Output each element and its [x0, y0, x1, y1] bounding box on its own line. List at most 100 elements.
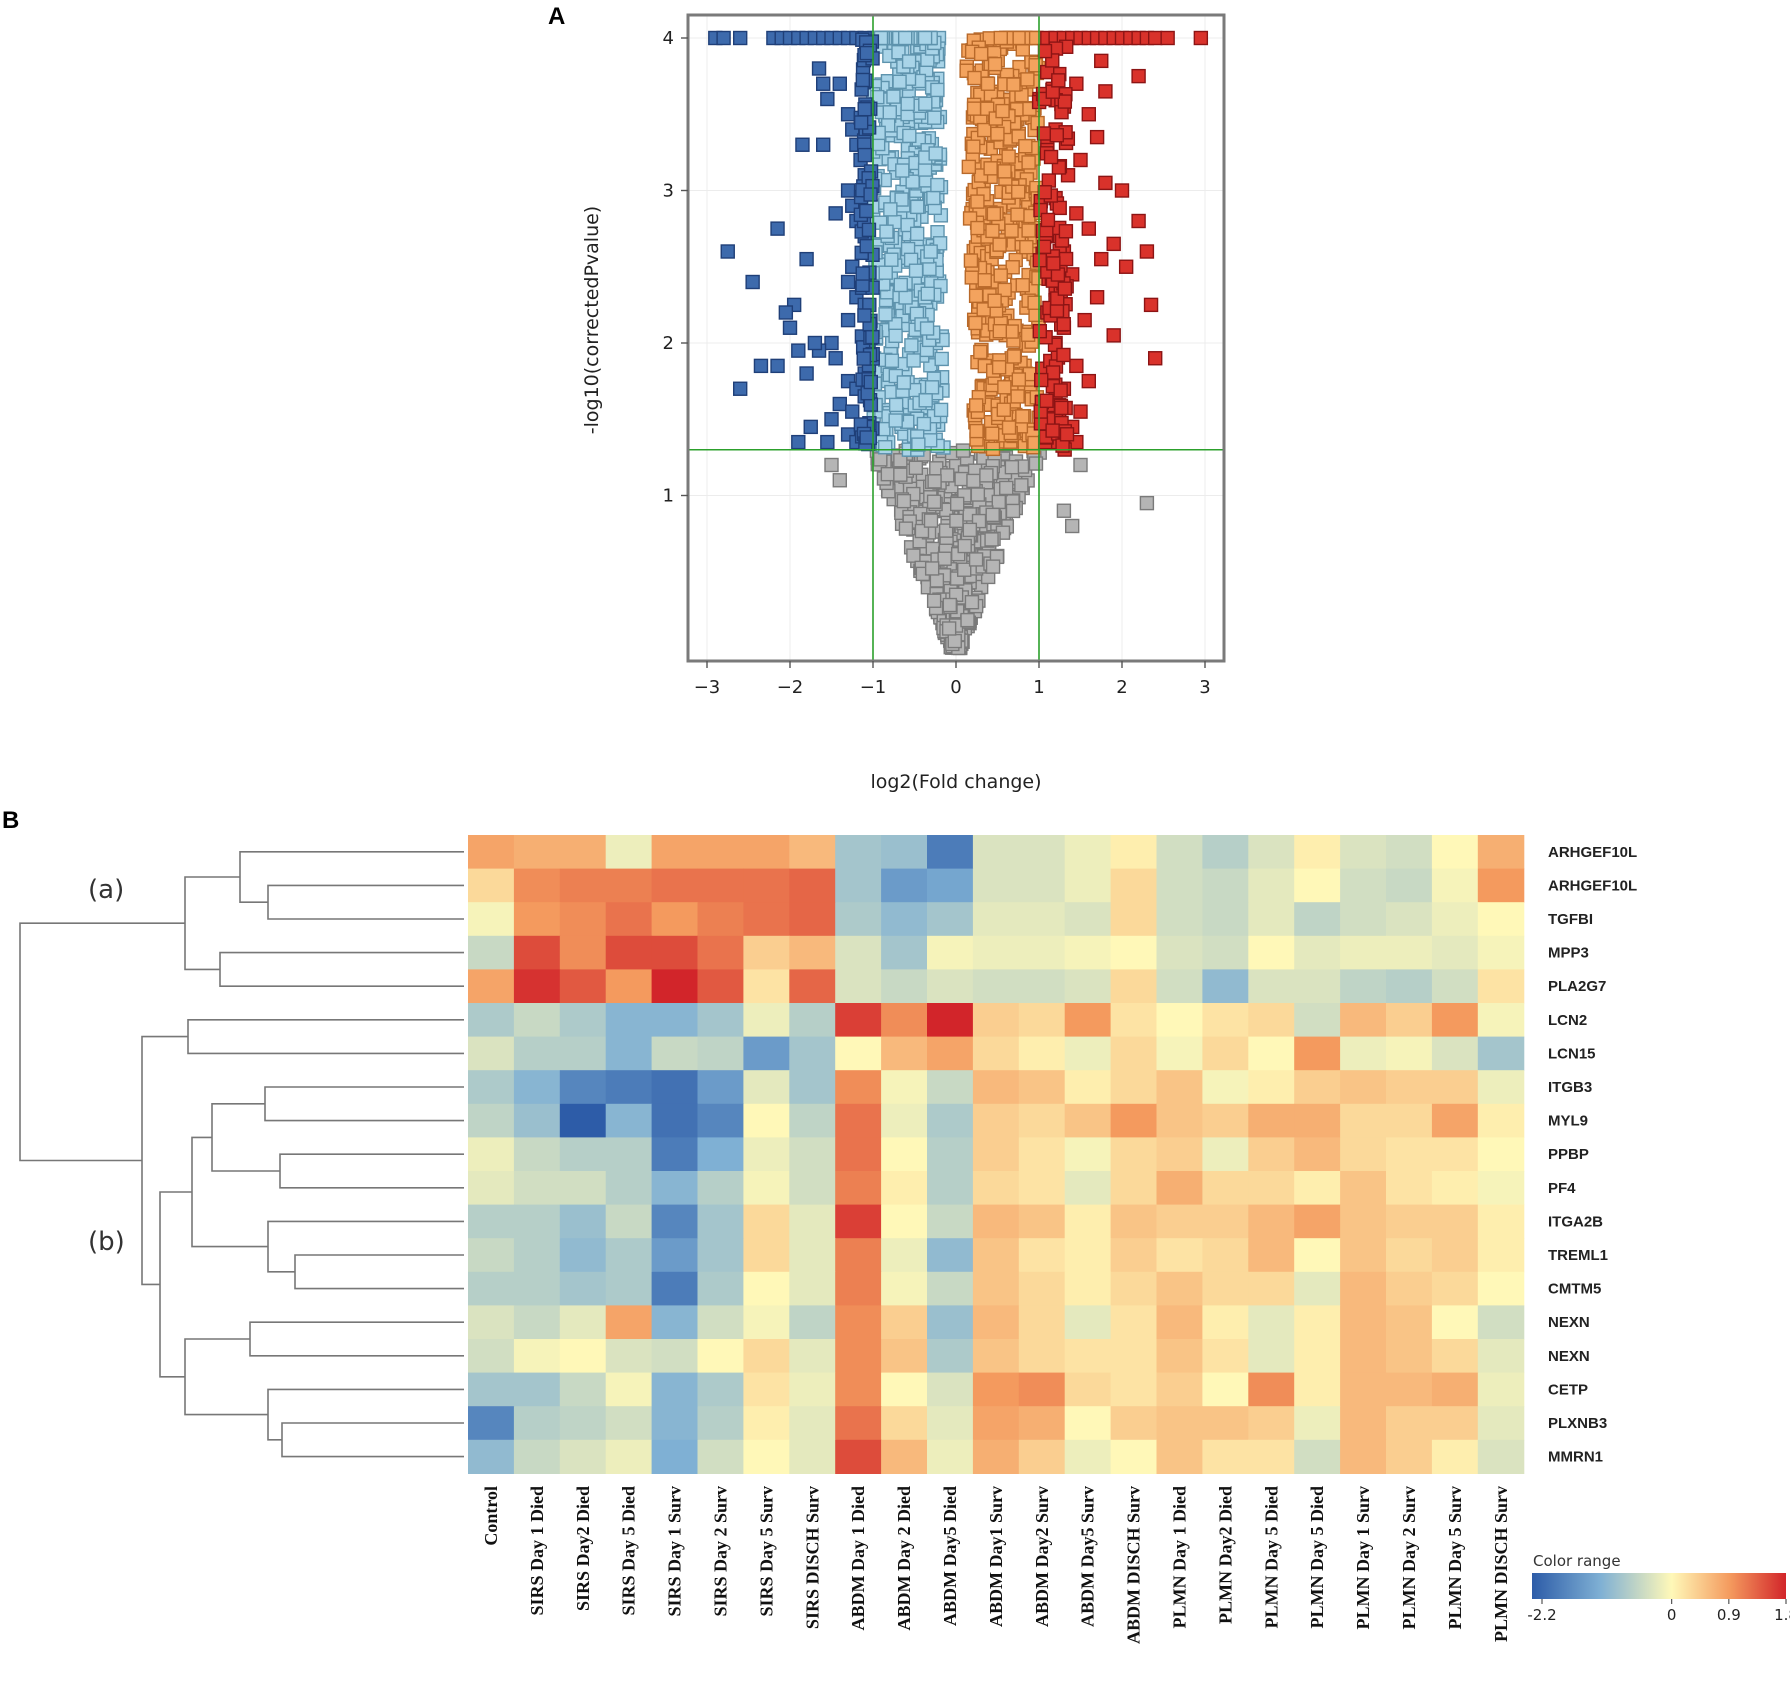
- row-label: CETP: [1548, 1381, 1588, 1398]
- heatmap-cell: [1248, 1036, 1295, 1071]
- heatmap-cell: [1202, 1070, 1249, 1105]
- point-down-significant: [857, 308, 872, 323]
- heatmap-cell: [697, 1305, 744, 1340]
- point-up-significant: [1040, 212, 1056, 228]
- heatmap-cell: [743, 935, 790, 970]
- point-up: [1004, 324, 1019, 339]
- point-up-significant: [1034, 372, 1049, 388]
- point-up: [976, 302, 991, 317]
- row-label: PLXNB3: [1548, 1415, 1607, 1432]
- heatmap-cell: [1340, 1070, 1387, 1105]
- point-up-significant: [1089, 290, 1105, 305]
- point-down-significant: [863, 187, 878, 202]
- heatmap-cell: [1294, 1439, 1341, 1474]
- heatmap-cell: [513, 868, 561, 903]
- heatmap-cell: [1064, 935, 1112, 970]
- heatmap-cell: [1248, 1003, 1295, 1038]
- heatmap-cell: [559, 1439, 607, 1474]
- color-range-tick-label: 0: [1667, 1606, 1677, 1624]
- x-tick-label: −1: [860, 677, 887, 698]
- heatmap-cell: [927, 1171, 974, 1206]
- heatmap-cell: [1202, 1171, 1249, 1206]
- heatmap-cell: [972, 935, 1020, 970]
- heatmap-cell: [1248, 1070, 1295, 1105]
- heatmap-cell: [1294, 1204, 1341, 1239]
- heatmap-cell: [881, 1171, 928, 1206]
- heatmap-cell: [835, 1439, 882, 1474]
- heatmap-cell: [697, 868, 744, 903]
- heatmap-cell: [1386, 1204, 1433, 1239]
- heatmap-cell: [1064, 1439, 1112, 1474]
- heatmap: [468, 835, 1525, 1474]
- heatmap-cell: [972, 868, 1020, 903]
- point-up: [1021, 155, 1036, 170]
- heatmap-cell: [972, 1103, 1020, 1138]
- point-up: [997, 282, 1012, 298]
- heatmap-cell: [927, 1238, 974, 1273]
- heatmap-cell: [1156, 1238, 1203, 1273]
- heatmap-cell: [1156, 1372, 1203, 1407]
- point-up: [1004, 223, 1019, 238]
- heatmap-cell: [1110, 1171, 1158, 1206]
- heatmap-cell: [651, 1339, 699, 1374]
- volcano-plot: −3 −2 −1 0 1 2 3 1 2 3 4: [663, 13, 1226, 698]
- point-down: [930, 82, 945, 98]
- point-up-significant: [1073, 152, 1088, 168]
- heatmap-cell: [651, 1406, 699, 1441]
- color-range-tick-label: 1.8: [1774, 1606, 1790, 1624]
- point-not-significant: [898, 521, 914, 536]
- heatmap-cell: [1018, 1137, 1066, 1172]
- point-down: [919, 321, 935, 336]
- dendrogram-link: [219, 951, 464, 987]
- row-label: MPP3: [1548, 945, 1589, 962]
- point-down: [891, 44, 906, 60]
- heatmap-cell: [1110, 1070, 1158, 1105]
- point-up-significant: [1057, 281, 1073, 296]
- heatmap-cell: [1202, 1406, 1249, 1441]
- point-up: [1028, 307, 1043, 323]
- column-label: PLMN Day 5 Died: [1307, 1486, 1327, 1629]
- heatmap-cell: [881, 935, 928, 970]
- heatmap-cell: [697, 1439, 744, 1474]
- heatmap-cell: [743, 1070, 790, 1105]
- heatmap-cell: [1156, 969, 1203, 1004]
- cluster-label-a: (a): [88, 875, 124, 905]
- heatmap-cell: [559, 1036, 607, 1071]
- point-up: [961, 159, 977, 175]
- heatmap-cell: [835, 1171, 882, 1206]
- point-up: [987, 56, 1003, 72]
- heatmap-cell: [1110, 1305, 1158, 1340]
- heatmap-cell: [1248, 1171, 1295, 1206]
- point-up: [973, 46, 989, 62]
- row-label: ITGB3: [1548, 1079, 1592, 1096]
- heatmap-cell: [513, 902, 561, 937]
- heatmap-cell: [1294, 1339, 1341, 1374]
- point-down-significant: [855, 72, 871, 88]
- point-not-significant: [957, 562, 972, 577]
- heatmap-cell: [605, 1305, 653, 1340]
- heatmap-cell: [1294, 1271, 1341, 1306]
- heatmap-cell: [743, 1137, 790, 1172]
- heatmap-cell: [1064, 1271, 1112, 1306]
- point-up-significant: [1094, 251, 1109, 267]
- heatmap-cell: [835, 1036, 882, 1071]
- point-up-significant: [1051, 73, 1066, 88]
- point-up: [1027, 295, 1042, 310]
- heatmap-cell: [559, 1137, 607, 1172]
- heatmap-cell: [972, 1204, 1020, 1239]
- point-up: [1011, 372, 1027, 387]
- column-label: SIRS Day 1 Surv: [665, 1486, 685, 1617]
- heatmap-cell: [651, 935, 699, 970]
- point-down-significant: [791, 434, 806, 450]
- point-up: [990, 126, 1005, 142]
- heatmap-cell: [972, 1003, 1020, 1038]
- point-not-significant: [955, 443, 971, 458]
- dendrogram-link: [187, 1019, 464, 1055]
- point-up-significant: [1056, 316, 1071, 332]
- point-up: [1021, 223, 1036, 238]
- column-label: PLMN DISCH Surv: [1491, 1486, 1511, 1642]
- heatmap-cell: [881, 1003, 928, 1038]
- heatmap-cell: [697, 1271, 744, 1306]
- heatmap-cell: [651, 868, 699, 903]
- heatmap-cell: [927, 1339, 974, 1374]
